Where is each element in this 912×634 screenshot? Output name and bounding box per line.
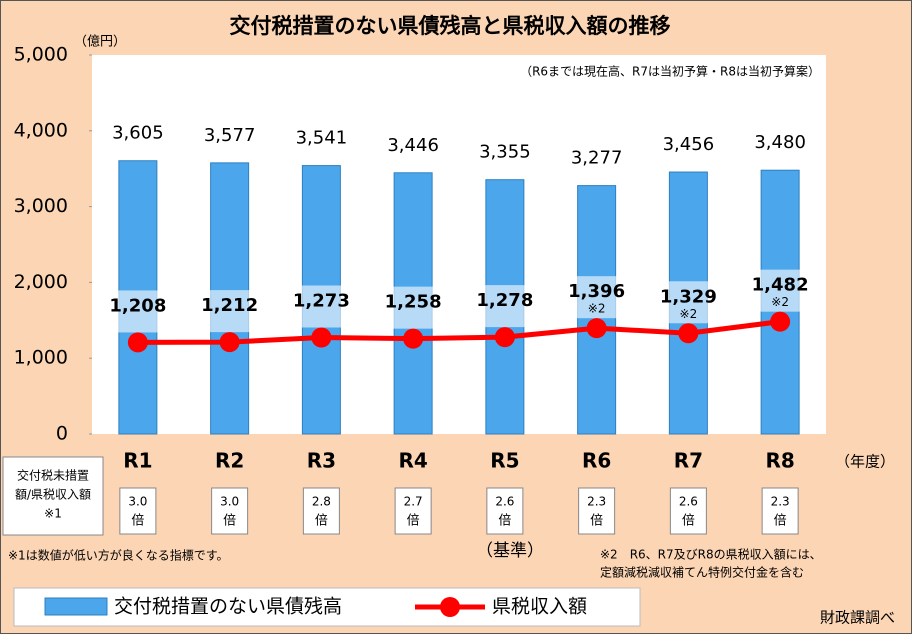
ratio-unit: 倍 [498, 514, 511, 529]
note: （R6までは現在高、R7は当初予算・R8は当初予算案） [520, 64, 820, 79]
footnote: 定額減税減収補てん特例交付金を含む [600, 565, 804, 580]
ratio-header: ※1 [44, 507, 62, 521]
ratio-value: 2.6 [679, 495, 698, 509]
x-tick-label: R8 [765, 449, 794, 473]
value-label: 1,212 [201, 295, 258, 316]
ratio-box [211, 487, 249, 535]
value-label: 1,273 [293, 291, 350, 312]
ratio-unit: 倍 [590, 514, 603, 529]
value-label: 1,208 [109, 295, 166, 316]
ratio-value: 2.3 [587, 495, 606, 509]
value-label: 3,456 [663, 134, 715, 155]
value-label: 1,278 [476, 290, 533, 311]
ratio-unit: 倍 [407, 514, 420, 529]
ratio-value: 3.0 [220, 495, 239, 509]
footnote: ※2 R6、R7及びR8の県税収入額には、 [600, 548, 822, 562]
ratio-value: 2.6 [495, 495, 514, 509]
label-bg [379, 286, 448, 329]
legend [13, 587, 641, 627]
y-tick-label: 2,000 [14, 271, 68, 293]
value-label: 1,329 [660, 286, 717, 307]
legend-swatch [440, 597, 460, 617]
y-tick-label: 1,000 [14, 347, 68, 369]
chart-title: 交付税措置のない県債残高と県税収入額の推移 [230, 14, 671, 38]
value-label: 3,355 [479, 142, 531, 163]
marker [127, 332, 148, 353]
marker [219, 332, 240, 353]
marker [311, 327, 332, 348]
ratio-unit: 倍 [131, 514, 144, 529]
ratio-box [486, 487, 524, 535]
plot-area [92, 55, 826, 434]
x-tick-label: R3 [307, 449, 336, 473]
ratio-box [669, 487, 707, 535]
label-bg [746, 269, 815, 312]
ratio-box [302, 487, 340, 535]
label-bg [195, 290, 264, 333]
value-label: 3,446 [387, 135, 439, 156]
x-tick-label: R7 [674, 449, 703, 473]
x-tick-label: R5 [490, 449, 519, 473]
note-mark: ※2 [771, 295, 789, 309]
label-bg [103, 290, 172, 333]
y-tick-label: 5,000 [14, 44, 68, 66]
value-label: 1,482 [752, 275, 809, 296]
ratio-value: 2.8 [312, 495, 331, 509]
x-tick-label: R4 [398, 449, 427, 473]
ratio-box [761, 487, 799, 535]
ratio-box [119, 487, 157, 535]
x-tick-label: R1 [123, 449, 152, 473]
value-label: 3,605 [112, 123, 164, 144]
ratio-unit: 倍 [223, 514, 236, 529]
ratio-header: 額/県税収入額 [15, 488, 91, 502]
value-label: 3,577 [204, 125, 256, 146]
x-tick-label: R2 [215, 449, 244, 473]
value-label: 1,396 [568, 281, 625, 302]
ratio-value: 2.7 [404, 495, 423, 509]
label-bg [470, 285, 539, 328]
note-mark: ※2 [680, 307, 698, 321]
label-bg [287, 285, 356, 328]
line [137, 319, 781, 345]
baseline-label: （基準） [476, 541, 544, 561]
legend-label: 交付税措置のない県債残高 [114, 596, 342, 618]
marker [403, 328, 424, 349]
ratio-unit: 倍 [774, 514, 787, 529]
x-unit: （年度） [835, 453, 895, 471]
legend-swatch [44, 597, 108, 616]
value-label: 3,541 [296, 128, 348, 149]
ratio-box [578, 487, 616, 535]
note-mark: ※2 [588, 302, 606, 316]
y-tick-label: 0 [56, 423, 68, 445]
ratio-value: 3.0 [128, 495, 147, 509]
label-bg [654, 281, 723, 324]
ratio-header-box [2, 456, 104, 536]
value-label: 1,258 [385, 292, 442, 313]
ratio-value: 2.3 [771, 495, 790, 509]
marker [678, 323, 699, 344]
value-label: 3,277 [571, 148, 623, 169]
ratio-unit: 倍 [315, 514, 328, 529]
x-tick-label: R6 [582, 449, 611, 473]
legend-label: 県税収入額 [492, 596, 587, 618]
footnote: ※1は数値が低い方が良くなる指標です。 [8, 548, 229, 563]
ratio-box [394, 487, 432, 535]
marker [586, 318, 607, 339]
value-label: 3,480 [754, 132, 806, 153]
label-bg [562, 276, 631, 319]
ratio-header: 交付税未措置 [17, 468, 89, 483]
marker [770, 311, 791, 332]
marker [494, 327, 515, 348]
y-tick-label: 3,000 [14, 195, 68, 217]
y-tick-label: 4,000 [14, 119, 68, 141]
y-unit: （億円） [74, 34, 126, 50]
source: 財政課調べ [820, 609, 895, 627]
ratio-unit: 倍 [682, 514, 695, 529]
